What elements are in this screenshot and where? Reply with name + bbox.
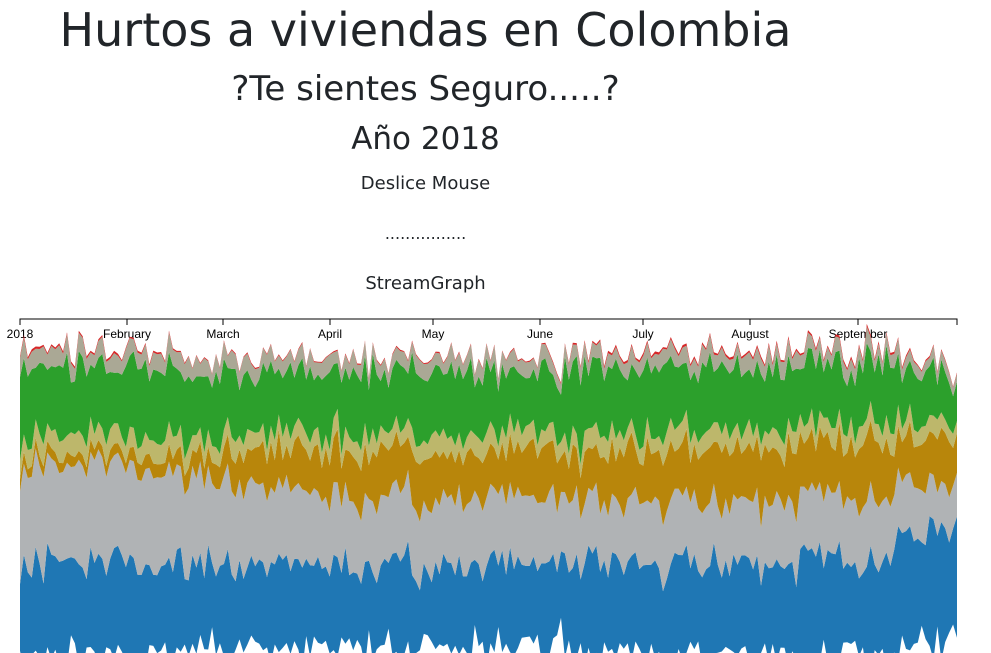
stream-layers[interactable] (20, 323, 957, 653)
x-tick-label: June (527, 327, 553, 341)
page-title: Hurtos a viviendas en Colombia (59, 3, 792, 57)
x-tick-label: August (731, 327, 769, 341)
x-tick-label: 2018 (7, 327, 34, 341)
x-tick-label: April (318, 327, 342, 341)
stream-layer[interactable] (20, 420, 957, 528)
stream-layer[interactable] (20, 343, 957, 465)
dotted-separator: ................ (384, 224, 467, 243)
stream-layer[interactable] (20, 326, 957, 397)
streamgraph-chart[interactable]: 2018 February March April May June July August S… (0, 305, 991, 653)
stream-layer[interactable] (20, 516, 957, 653)
x-tick-label: July (632, 327, 653, 341)
page-subtitle: ?Te sientes Seguro.....? (231, 69, 620, 109)
x-tick-label: March (206, 327, 239, 341)
year-heading: Año 2018 (351, 121, 500, 157)
stream-layer[interactable] (20, 448, 957, 592)
stream-layer[interactable] (20, 400, 957, 480)
mouse-hint: Deslice Mouse (360, 173, 491, 194)
x-tick-label: September (829, 327, 888, 341)
chart-label: StreamGraph (365, 273, 486, 294)
x-tick-label: May (422, 327, 445, 341)
x-tick-label: February (103, 327, 151, 341)
x-axis-line (19, 318, 958, 325)
x-axis: 2018 February March April May June July August S… (7, 318, 958, 341)
